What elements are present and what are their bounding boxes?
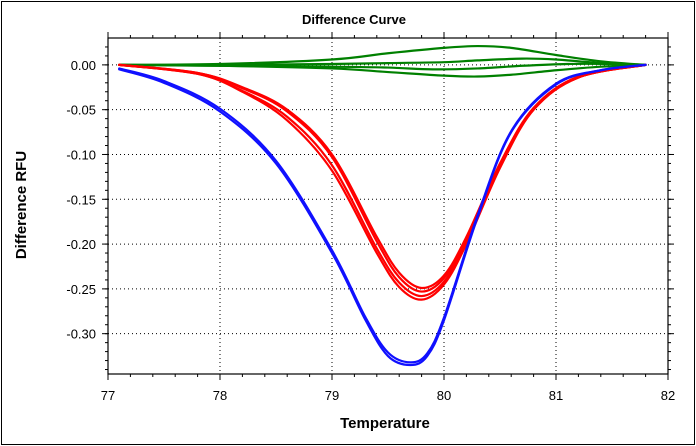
chart-title: Difference Curve [302,12,406,27]
x-tick-label: 79 [325,388,339,403]
x-tick-label: 81 [549,388,563,403]
series-line-5 [118,63,647,290]
y-tick-label: -0.10 [66,147,96,162]
x-tick-labels: 77 78 79 80 81 82 [101,388,675,403]
series-line-0 [118,63,647,367]
series-line-1 [118,63,647,364]
y-tick-label: -0.25 [66,282,96,297]
series-line-7 [118,57,647,67]
x-tick-label: 82 [661,388,675,403]
series-line-9 [118,63,647,78]
x-tick-label: 77 [101,388,115,403]
y-tick-label: -0.05 [66,103,96,118]
series-line-6 [118,44,647,66]
y-tick-label: 0.00 [71,58,96,73]
x-tick-label: 78 [213,388,227,403]
y-tick-label: -0.15 [66,192,96,207]
y-tick-labels: 0.00 -0.05 -0.10 -0.15 -0.20 -0.25 -0.30 [66,58,96,342]
x-axis-title: Temperature [340,415,430,432]
y-tick-label: -0.20 [66,237,96,252]
plot-area [107,37,669,375]
series-lines [118,44,647,367]
x-tick-label: 80 [437,388,451,403]
series-line-2 [118,63,647,301]
y-axis-title: Difference RFU [13,151,30,259]
axis-ticks [102,32,674,380]
grid [107,38,669,374]
y-tick-label: -0.30 [66,327,96,342]
